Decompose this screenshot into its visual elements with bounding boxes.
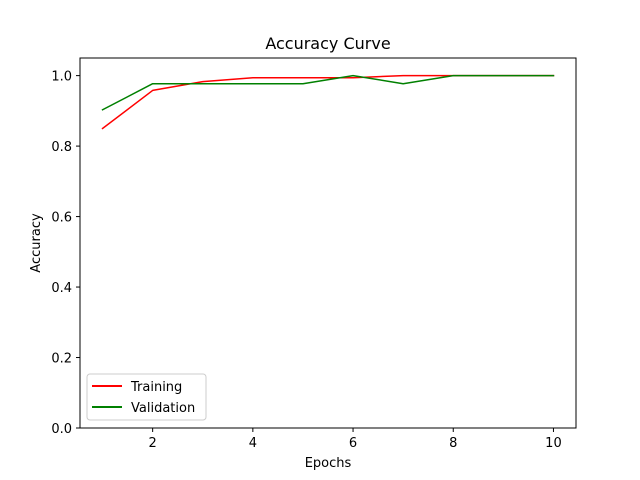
x-axis-ticks: 2 4 6 8 10	[149, 428, 562, 451]
plot-frame	[79, 57, 577, 429]
y-tick-label: 0.8	[51, 140, 72, 155]
y-tick-label: 0.6	[51, 211, 72, 226]
y-tick-label: 1.0	[51, 70, 72, 85]
chart-title: Accuracy Curve	[265, 34, 390, 53]
x-tick-label: 2	[149, 436, 157, 451]
y-axis-ticks: 0.0 0.2 0.4 0.6 0.8 1.0	[51, 70, 80, 437]
series-line-validation	[101, 74, 555, 111]
y-axis-label: Accuracy	[29, 213, 44, 273]
x-axis-label: Epochs	[305, 456, 352, 471]
x-tick-label: 10	[545, 436, 562, 451]
y-tick-label: 0.4	[51, 281, 72, 296]
x-tick-label: 8	[449, 436, 457, 451]
y-tick-label: 0.2	[51, 352, 72, 367]
y-tick-label: 0.0	[51, 422, 72, 437]
legend-label-training: Training	[130, 380, 182, 395]
x-tick-label: 6	[349, 436, 357, 451]
legend-label-validation: Validation	[131, 401, 195, 416]
legend: Training Validation	[86, 373, 207, 421]
series-layer	[101, 74, 555, 130]
x-tick-label: 4	[249, 436, 257, 451]
